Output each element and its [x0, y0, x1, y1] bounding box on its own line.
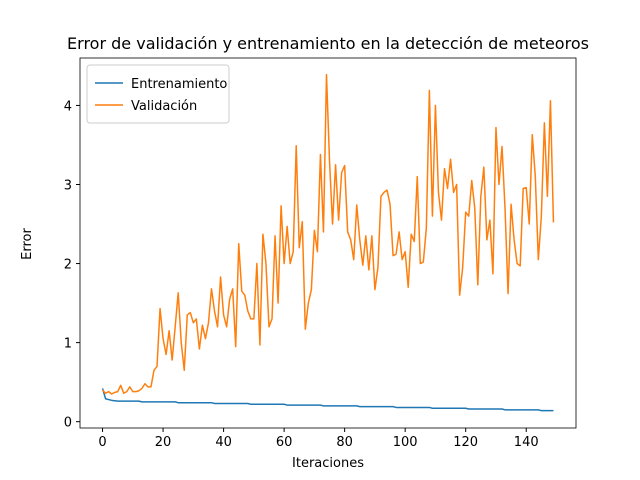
x-tick-label: 140	[514, 435, 539, 450]
y-tick-label: 0	[64, 416, 72, 431]
series-line	[101, 388, 554, 412]
y-tick-label: 4	[64, 99, 72, 114]
x-tick-label: 120	[453, 435, 478, 450]
legend-box	[86, 64, 230, 124]
y-tick-label: 3	[64, 178, 72, 193]
plot-frame	[79, 57, 577, 429]
x-axis-label: Iteraciones	[292, 456, 364, 471]
y-tick-label: 1	[64, 337, 72, 352]
y-axis-label: Error	[20, 228, 35, 260]
x-tick-label: 40	[215, 435, 232, 450]
x-tick-label: 60	[276, 435, 293, 450]
legend: Entrenamiento Validación	[86, 64, 230, 124]
legend-label: Entrenamiento	[131, 77, 227, 92]
x-tick-label: 80	[336, 435, 353, 450]
y-tick-label: 2	[64, 258, 72, 273]
x-tick-label: 100	[393, 435, 418, 450]
series-line	[102, 73, 555, 395]
x-tick-label: 20	[155, 435, 172, 450]
chart-title: Error de validación y entrenamiento en l…	[67, 34, 589, 53]
x-tick-label: 0	[98, 435, 106, 450]
legend-label: Validación	[131, 99, 197, 114]
